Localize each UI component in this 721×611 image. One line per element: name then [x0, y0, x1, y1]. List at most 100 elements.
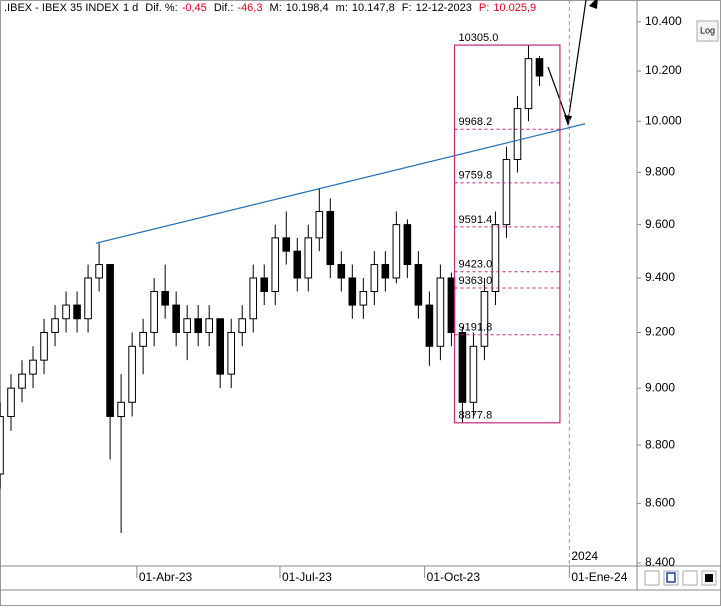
- candle-body: [458, 331, 467, 403]
- candle-body: [480, 291, 489, 347]
- candle-body: [403, 224, 412, 266]
- x-tick-label: 01-Abr-23: [139, 570, 193, 584]
- candle-body: [29, 359, 37, 375]
- year-label: 2024: [571, 549, 598, 563]
- y-tick-label: 8.800: [645, 437, 675, 451]
- save-icon: [666, 572, 676, 583]
- candle-body: [359, 291, 368, 306]
- y-tick-label: 10.200: [645, 63, 682, 77]
- candle-body: [491, 224, 500, 293]
- fib-label: 9968.2: [459, 116, 493, 128]
- candle-body: [0, 415, 4, 475]
- candle-body: [326, 210, 335, 266]
- candle-body: [370, 264, 379, 293]
- log-button-label: Log: [700, 25, 715, 35]
- candle-body: [260, 277, 269, 293]
- fib-label: 9423.0: [459, 259, 493, 271]
- symbol: .IBEX - IBEX 35 INDEX: [4, 2, 119, 14]
- x-tick-label: 01-Oct-23: [427, 570, 481, 584]
- label: F:: [401, 2, 412, 14]
- value: 10.025,9: [493, 2, 537, 14]
- candle-body: [392, 224, 401, 279]
- candle-body: [513, 108, 522, 161]
- y-tick-label: 9.400: [645, 270, 675, 284]
- candle-body: [117, 401, 125, 417]
- candle-body: [95, 264, 103, 279]
- candle-body: [150, 291, 158, 333]
- fib-label: 10305.0: [459, 32, 499, 44]
- x-tick-label: 01-Jul-23: [282, 570, 332, 584]
- candle-body: [18, 373, 26, 389]
- value: -0,45: [181, 2, 207, 14]
- value: -46,3: [237, 2, 263, 14]
- candle-body: [381, 264, 390, 279]
- candle-body: [469, 345, 478, 403]
- candle-body: [128, 345, 136, 403]
- candle-body: [282, 237, 291, 252]
- candle-body: [183, 318, 191, 333]
- candle-body: [535, 58, 544, 77]
- candle-body: [51, 318, 59, 333]
- candle-body: [447, 277, 456, 333]
- candle-body: [271, 237, 280, 293]
- candle-body: [205, 318, 213, 333]
- y-tick-label: 8.600: [645, 496, 675, 510]
- y-tick-label: 9.200: [645, 325, 675, 339]
- candle-body: [216, 318, 225, 375]
- x-tick-label: 01-Ene-24: [571, 570, 627, 584]
- fib-label: 8877.8: [459, 410, 493, 422]
- fib-label: 9759.8: [459, 170, 493, 182]
- candle-body: [238, 318, 247, 333]
- y-tick-label: 9.000: [645, 380, 675, 394]
- y-tick-label: 10.400: [645, 14, 682, 28]
- candle-body: [7, 387, 15, 417]
- candle-body: [502, 159, 511, 226]
- drawn-arrow: [547, 0, 587, 123]
- log-button[interactable]: [696, 20, 719, 42]
- label: M:: [269, 2, 282, 14]
- candle-body: [249, 277, 258, 320]
- candle-body: [194, 318, 202, 333]
- label: Dif.:: [213, 2, 234, 14]
- value: 10.198,4: [285, 2, 329, 14]
- candle-body: [62, 304, 70, 320]
- candle-body: [172, 304, 180, 333]
- label: m:: [335, 2, 348, 14]
- y-tick-label: 9.800: [645, 165, 675, 179]
- candle-body: [304, 237, 313, 279]
- candle-body: [436, 277, 445, 347]
- value: 12-12-2023: [415, 2, 472, 14]
- arrowhead: [589, 0, 598, 9]
- header: .IBEX - IBEX 35 INDEX 1 d Dif. %: -0,45 Di…: [4, 2, 540, 14]
- candle-body: [161, 291, 169, 306]
- candle-body: [227, 331, 236, 375]
- color-swatch: [705, 574, 713, 582]
- y-tick-label: 8.400: [645, 555, 675, 569]
- y-tick-label: 10.000: [645, 113, 682, 127]
- candle-body: [40, 331, 48, 361]
- label: Dif. %:: [145, 2, 178, 14]
- candle-body: [425, 304, 434, 347]
- zoom-button[interactable]: [644, 570, 660, 586]
- fib-label: 9363.0: [459, 275, 493, 287]
- fib-box: [453, 44, 561, 424]
- value: 10.147,8: [351, 2, 395, 14]
- y-tick-label: 9.600: [645, 217, 675, 231]
- candle-body: [337, 264, 346, 279]
- arrowhead: [564, 115, 572, 126]
- nav-button[interactable]: [682, 570, 698, 586]
- candle-body: [414, 264, 423, 306]
- candle-body: [293, 250, 302, 279]
- candle-body: [315, 210, 324, 239]
- trendline: [95, 123, 586, 244]
- candle-body: [73, 304, 81, 320]
- candle-body: [348, 277, 357, 306]
- fib-label: 9591.4: [459, 214, 493, 226]
- candle-body: [106, 264, 114, 417]
- candle-body: [139, 331, 147, 347]
- label: P:: [478, 2, 490, 14]
- candle-body: [524, 58, 533, 110]
- candle-body: [84, 277, 92, 320]
